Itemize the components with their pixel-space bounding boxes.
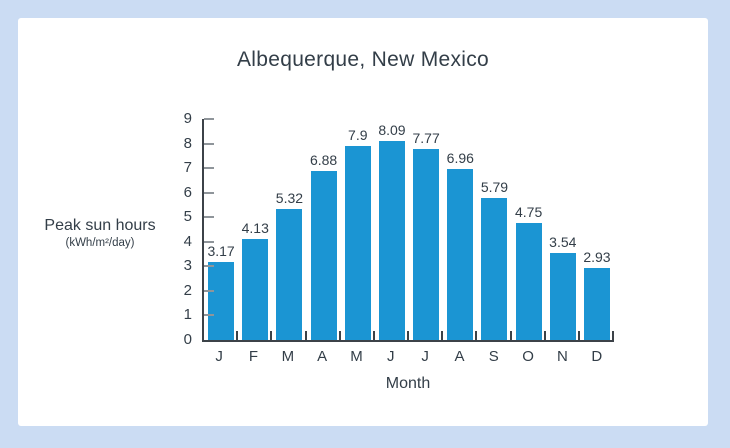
x-tick-mark [372, 331, 375, 340]
x-tick-label: O [522, 348, 534, 365]
y-tick-label: 8 [183, 134, 192, 152]
y-tick-mark [204, 142, 214, 145]
x-tick-mark [612, 331, 614, 340]
bar [413, 149, 440, 340]
x-tick-label: M [350, 348, 363, 365]
bar-cell: 5.79 [477, 119, 511, 340]
x-tick-label: J [215, 348, 223, 365]
y-tick-mark [204, 191, 214, 194]
bar-value-label: 7.9 [348, 127, 368, 144]
bar [549, 253, 576, 340]
y-axis-unit: (kWh/m²/day) [65, 237, 135, 249]
bar-cell: 4.13 [238, 119, 272, 340]
bar [481, 197, 508, 340]
bars-row: 3.17 4.13 5.32 6.88 7.9 8.09 7.77 6.96 5.79 4.75 3… [204, 119, 614, 340]
y-tick-label: 9 [183, 110, 192, 127]
y-tick-mark [204, 314, 214, 317]
bar-value-label: 4.13 [241, 219, 269, 236]
x-tick-mark [304, 331, 307, 340]
bar-value-label: 5.79 [480, 178, 509, 195]
x-tick-mark [543, 331, 546, 340]
y-tick-mark [204, 265, 214, 268]
bar [344, 146, 371, 340]
chart-title: Albequerque, New Mexico [236, 48, 490, 71]
y-tick-mark [204, 216, 214, 219]
y-tick-label: 7 [183, 159, 192, 177]
chart-card: Albequerque, New Mexico Peak sun hours (… [18, 18, 708, 426]
y-tick-mark [204, 118, 214, 120]
bar-cell: 7.77 [409, 119, 443, 340]
plot-area: 3.17 4.13 5.32 6.88 7.9 8.09 7.77 6.96 5.79 4.75 3… [184, 111, 614, 348]
x-tick-mark [441, 331, 444, 340]
bar-cell: 6.96 [443, 119, 477, 340]
bar-cell: 5.32 [272, 119, 306, 340]
bar [378, 141, 405, 340]
y-tick-label: 4 [183, 232, 192, 250]
x-tick-label: A [317, 348, 328, 365]
y-axis-label-block: Peak sun hours (kWh/m²/day) [18, 216, 182, 251]
x-tick-label: A [454, 348, 465, 365]
bar [276, 209, 303, 340]
y-tick-mark [204, 289, 214, 292]
y-tick-label: 6 [183, 183, 192, 201]
x-tick-label: N [557, 348, 568, 365]
y-tick-label: 5 [183, 208, 192, 226]
bar [242, 238, 269, 340]
bar-cell: 6.88 [307, 119, 341, 340]
x-tick-label: J [421, 348, 429, 365]
y-tick-label: 1 [183, 306, 192, 324]
bar-cell: 8.09 [375, 119, 409, 340]
bar [208, 262, 235, 340]
x-tick-mark [475, 331, 478, 340]
bar-value-label: 6.88 [309, 152, 338, 169]
x-tick-label: S [488, 348, 499, 365]
x-tick-mark [236, 331, 239, 340]
bar-cell: 2.93 [580, 119, 614, 340]
x-tick-label: J [387, 348, 395, 365]
bar-value-label: 6.96 [446, 150, 474, 167]
x-tick-mark [577, 331, 580, 340]
bar-value-label: 5.32 [275, 190, 304, 207]
y-tick-mark [204, 240, 214, 243]
bar [515, 223, 542, 340]
bar [310, 171, 337, 340]
y-axis-label: Peak sun hours [44, 217, 156, 234]
bar-value-label: 3.17 [207, 243, 235, 260]
x-tick-mark [407, 331, 409, 340]
x-axis-title: Month [385, 375, 431, 392]
x-tick-mark [270, 331, 273, 340]
bar-value-label: 7.77 [412, 130, 440, 147]
bar-value-label: 2.93 [583, 249, 611, 266]
bar-value-label: 3.54 [549, 234, 577, 251]
bar [447, 169, 474, 340]
bar [583, 268, 610, 340]
bar-cell: 7.9 [341, 119, 375, 340]
bar-cell: 3.17 [204, 119, 238, 340]
x-tick-label: D [591, 348, 603, 365]
x-tick-label: F [248, 348, 259, 365]
bar-value-label: 4.75 [515, 204, 543, 221]
x-tick-label: M [281, 348, 295, 365]
y-tick-label: 3 [183, 257, 192, 275]
x-tick-mark [338, 331, 341, 340]
x-tick-mark [509, 331, 512, 340]
bar-cell: 3.54 [546, 119, 580, 340]
bar-cell: 4.75 [512, 119, 546, 340]
y-tick-label: 0 [183, 331, 192, 348]
y-tick-label: 2 [183, 281, 192, 299]
bar-value-label: 8.09 [378, 122, 406, 139]
y-tick-mark [204, 167, 214, 170]
